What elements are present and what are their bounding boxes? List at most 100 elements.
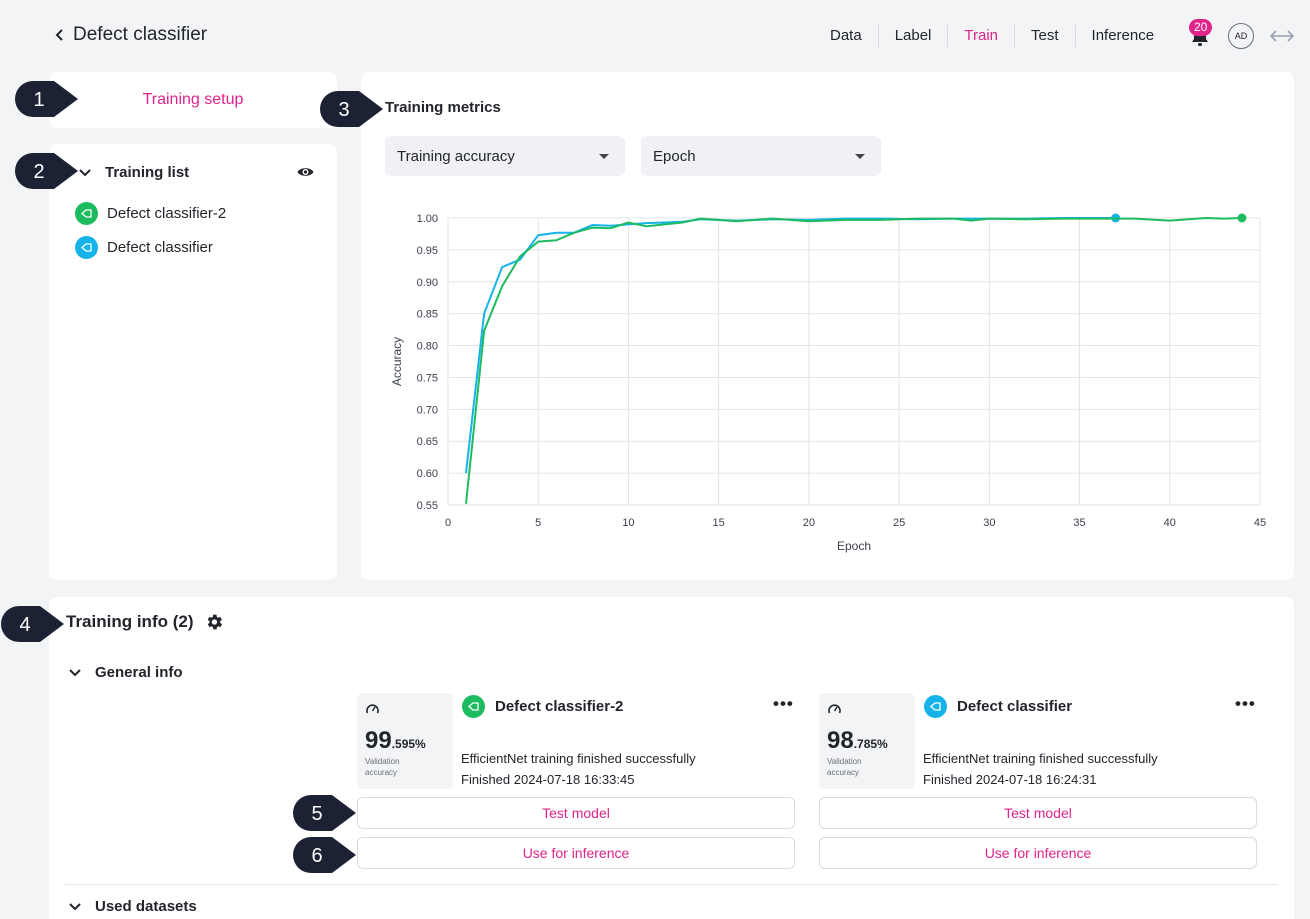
validation-accuracy-box: 99.595% Validation accuracy bbox=[357, 693, 453, 789]
chevron-down-icon bbox=[79, 169, 91, 177]
test-model-button[interactable]: Test model bbox=[819, 797, 1257, 829]
metric-select[interactable]: Training accuracy bbox=[385, 136, 625, 176]
eye-icon[interactable] bbox=[297, 166, 314, 178]
callout-marker: 1 bbox=[14, 80, 80, 118]
used-datasets-toggle[interactable]: Used datasets bbox=[69, 898, 197, 915]
x-tick-label: 35 bbox=[1073, 517, 1085, 529]
svg-text:2: 2 bbox=[33, 161, 44, 183]
model-icon bbox=[75, 236, 98, 259]
gauge-icon bbox=[366, 703, 379, 714]
x-tick-label: 25 bbox=[893, 517, 905, 529]
x-tick-label: 20 bbox=[803, 517, 815, 529]
back-button[interactable]: Defect classifier bbox=[54, 24, 207, 46]
callout-marker: 3 bbox=[319, 90, 385, 128]
avatar[interactable]: AD bbox=[1228, 23, 1254, 49]
accuracy-value: 99.595% bbox=[365, 727, 426, 755]
y-axis-label: Accuracy bbox=[390, 337, 404, 386]
training-accuracy-chart: 0.55 0.60 0.65 0.70 0.75 0.80 0.85 0.90 0.95 1.00… bbox=[380, 200, 1280, 565]
model-card-title: Defect classifier bbox=[924, 695, 1072, 718]
training-info-title: Training info (2) bbox=[66, 612, 194, 632]
training-status: EfficientNet training finished successfu… bbox=[923, 751, 1158, 766]
svg-text:4: 4 bbox=[19, 614, 30, 636]
list-item-label: Defect classifier bbox=[107, 239, 213, 256]
svg-text:1: 1 bbox=[33, 89, 44, 111]
use-for-inference-button[interactable]: Use for inference bbox=[357, 837, 795, 869]
accuracy-value: 98.785% bbox=[827, 727, 888, 755]
y-tick-label: 0.60 bbox=[417, 468, 438, 480]
y-tick-label: 0.80 bbox=[417, 341, 438, 353]
tab-inference[interactable]: Inference bbox=[1076, 25, 1171, 47]
test-model-button[interactable]: Test model bbox=[357, 797, 795, 829]
use-for-inference-button[interactable]: Use for inference bbox=[819, 837, 1257, 869]
x-tick-label: 10 bbox=[622, 517, 634, 529]
model-card-title: Defect classifier-2 bbox=[462, 695, 623, 718]
section-divider bbox=[65, 884, 1278, 885]
general-info-label: General info bbox=[95, 664, 183, 681]
series-line bbox=[466, 218, 1242, 504]
series-end-point bbox=[1237, 214, 1246, 223]
finished-time: Finished 2024-07-18 16:33:45 bbox=[461, 772, 634, 787]
y-tick-label: 0.55 bbox=[417, 500, 438, 512]
general-info-toggle[interactable]: General info bbox=[69, 664, 183, 681]
y-tick-label: 0.85 bbox=[417, 309, 438, 321]
axis-select[interactable]: Epoch bbox=[641, 136, 881, 176]
model-name: Defect classifier-2 bbox=[495, 698, 623, 715]
training-info-header: Training info (2) bbox=[66, 612, 224, 632]
callout-marker: 6 bbox=[292, 836, 358, 874]
chevron-down-icon bbox=[69, 903, 81, 911]
list-item-defect-classifier[interactable]: Defect classifier bbox=[75, 236, 213, 259]
tab-test[interactable]: Test bbox=[1015, 25, 1076, 47]
y-tick-label: 0.65 bbox=[417, 436, 438, 448]
x-tick-label: 15 bbox=[713, 517, 725, 529]
svg-text:5: 5 bbox=[311, 803, 322, 825]
y-tick-label: 1.00 bbox=[417, 213, 438, 225]
x-tick-label: 5 bbox=[535, 517, 541, 529]
chevron-left-icon bbox=[54, 25, 65, 45]
model-name: Defect classifier bbox=[957, 698, 1072, 715]
x-tick-label: 40 bbox=[1164, 517, 1176, 529]
page-title: Defect classifier bbox=[73, 24, 207, 46]
training-setup-label: Training setup bbox=[143, 91, 244, 109]
x-axis-label: Epoch bbox=[837, 539, 871, 553]
chevron-down-icon bbox=[69, 669, 81, 677]
training-setup-card[interactable]: Training setup bbox=[49, 72, 337, 128]
callout-marker: 2 bbox=[14, 152, 80, 190]
y-tick-label: 0.95 bbox=[417, 245, 438, 257]
x-tick-label: 45 bbox=[1254, 517, 1266, 529]
model-icon bbox=[924, 695, 947, 718]
more-options-icon[interactable]: ••• bbox=[1235, 694, 1256, 714]
more-options-icon[interactable]: ••• bbox=[773, 694, 794, 714]
list-item-defect-classifier-2[interactable]: Defect classifier-2 bbox=[75, 202, 226, 225]
accuracy-caption: Validation accuracy bbox=[827, 756, 887, 778]
callout-marker: 5 bbox=[292, 794, 358, 832]
y-tick-label: 0.90 bbox=[417, 277, 438, 289]
tab-label[interactable]: Label bbox=[879, 25, 949, 47]
axis-select-value: Epoch bbox=[653, 148, 696, 165]
training-metrics-title: Training metrics bbox=[385, 99, 501, 116]
main-nav: Data Label Train Test Inference bbox=[814, 24, 1170, 48]
tab-train[interactable]: Train bbox=[948, 25, 1015, 47]
caret-down-icon bbox=[599, 154, 609, 159]
metric-select-value: Training accuracy bbox=[397, 148, 515, 165]
y-tick-label: 0.70 bbox=[417, 404, 438, 416]
validation-accuracy-box: 98.785% Validation accuracy bbox=[819, 693, 915, 789]
list-item-label: Defect classifier-2 bbox=[107, 205, 226, 222]
expand-horizontal-icon[interactable] bbox=[1270, 28, 1294, 44]
model-icon bbox=[462, 695, 485, 718]
y-tick-label: 0.75 bbox=[417, 372, 438, 384]
training-status: EfficientNet training finished successfu… bbox=[461, 751, 696, 766]
model-icon bbox=[75, 202, 98, 225]
used-datasets-label: Used datasets bbox=[95, 898, 197, 915]
finished-time: Finished 2024-07-18 16:24:31 bbox=[923, 772, 1096, 787]
gauge-icon bbox=[828, 703, 841, 714]
svg-text:3: 3 bbox=[338, 99, 349, 121]
accuracy-caption: Validation accuracy bbox=[365, 756, 425, 778]
x-tick-label: 30 bbox=[983, 517, 995, 529]
callout-marker: 4 bbox=[0, 605, 66, 643]
notification-badge: 20 bbox=[1189, 19, 1212, 36]
svg-text:6: 6 bbox=[311, 845, 322, 867]
tab-data[interactable]: Data bbox=[814, 25, 879, 47]
training-list-toggle[interactable]: Training list bbox=[79, 164, 189, 181]
training-list-title: Training list bbox=[105, 164, 189, 181]
gear-icon[interactable] bbox=[204, 612, 224, 632]
